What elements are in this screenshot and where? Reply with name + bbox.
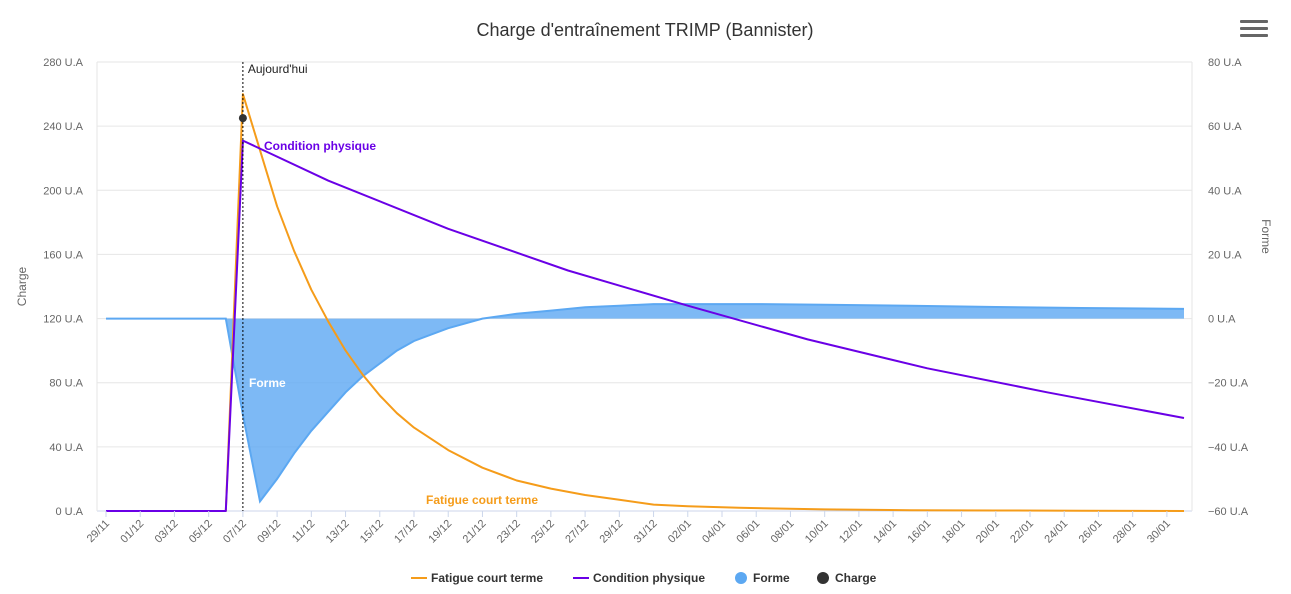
y-left-tick-label: 160 U.A [43, 249, 83, 261]
x-tick-label: 06/01 [734, 518, 762, 546]
x-tick-label: 11/12 [290, 518, 317, 545]
x-tick-label: 09/12 [255, 518, 283, 546]
menu-bar [1240, 20, 1268, 23]
forme-area-layer [106, 303, 1185, 504]
x-tick-label: 03/12 [153, 518, 181, 546]
x-tick-label: 12/01 [837, 518, 865, 546]
y-left-tick-label: 80 U.A [49, 378, 83, 390]
x-tick-label: 02/01 [666, 518, 694, 546]
axes: 0 U.A 40 U.A 80 U.A 120 U.A 160 U.A 200 U.A 24… [15, 57, 1273, 546]
y-right-tick-label: −60 U.A [1208, 506, 1249, 518]
y-right-tick-label: 40 U.A [1208, 185, 1242, 197]
x-tick-label: 27/12 [563, 518, 591, 546]
forme-line [106, 303, 1185, 504]
menu-bar [1240, 34, 1268, 37]
series-lines [106, 93, 1185, 512]
y-right-tick-label: 20 U.A [1208, 249, 1242, 261]
x-tick-label: 05/12 [187, 518, 215, 546]
y-left-tick-label: 200 U.A [43, 185, 83, 197]
x-tick-label: 16/01 [906, 518, 934, 546]
legend-circle-symbol [735, 572, 747, 584]
today-marker: Aujourd'hui [242, 62, 308, 511]
charge-point [238, 114, 247, 123]
x-tick-label: 15/12 [358, 518, 386, 546]
x-tick-label: 29/11 [85, 518, 112, 545]
x-tick-label: 26/01 [1077, 518, 1105, 546]
x-tick-label: 24/01 [1042, 518, 1070, 546]
y-left-axis-title: Charge [15, 266, 29, 306]
y-right-tick-label: 80 U.A [1208, 57, 1242, 69]
x-tick-label: 19/12 [426, 518, 454, 546]
legend-label: Fatigue court terme [431, 571, 543, 585]
y-left-tick-label: 120 U.A [43, 314, 83, 326]
annotations: Condition physique Forme Fatigue court ter… [249, 139, 538, 507]
x-tick-label: 30/01 [1145, 518, 1173, 546]
x-tick-label: 28/01 [1111, 518, 1139, 546]
x-tick-label: 22/01 [1008, 518, 1036, 546]
y-right-tick-label: 60 U.A [1208, 121, 1242, 133]
x-tick-label: 20/01 [974, 518, 1002, 546]
y-right-axis-title: Forme [1259, 219, 1273, 254]
fatigue-annotation: Fatigue court terme [426, 493, 538, 507]
chart-title: Charge d'entraînement TRIMP (Bannister) [477, 20, 814, 40]
legend-label: Condition physique [593, 571, 705, 585]
menu-bar [1240, 27, 1268, 30]
x-tick-label: 07/12 [221, 518, 249, 546]
x-tick-label: 13/12 [324, 518, 352, 546]
x-tick-label: 17/12 [392, 518, 420, 546]
x-tick-label: 10/01 [803, 518, 831, 546]
x-tick-label: 31/12 [632, 518, 660, 546]
today-label: Aujourd'hui [248, 62, 308, 76]
legend-circle-symbol [817, 572, 829, 584]
x-tick-label: 18/01 [940, 518, 968, 546]
x-tick-label: 23/12 [495, 518, 523, 546]
legend-item-condition-physique[interactable]: Condition physique [573, 571, 705, 585]
legend-item-charge[interactable]: Charge [817, 571, 877, 585]
legend: Fatigue court terme Condition physique For… [411, 571, 877, 585]
x-tick-label: 29/12 [598, 518, 626, 546]
x-tick-label: 08/01 [769, 518, 797, 546]
legend-item-forme[interactable]: Forme [735, 571, 790, 585]
x-tick-label: 04/01 [700, 518, 728, 546]
condition-line [106, 139, 1185, 512]
condition-annotation: Condition physique [264, 139, 376, 153]
fatigue-line [106, 93, 1185, 512]
x-tick-label: 25/12 [529, 518, 557, 546]
x-tick-label: 21/12 [461, 518, 489, 546]
legend-label: Charge [835, 571, 877, 585]
y-right-tick-label: −20 U.A [1208, 378, 1249, 390]
legend-item-fatigue-court-terme[interactable]: Fatigue court terme [411, 571, 543, 585]
y-left-tick-label: 240 U.A [43, 121, 83, 133]
x-tick-label: 01/12 [118, 518, 146, 546]
chart-menu-button[interactable] [1238, 16, 1270, 44]
charge-points [238, 114, 247, 123]
y-left-tick-label: 0 U.A [55, 506, 83, 518]
y-left-tick-label: 280 U.A [43, 57, 83, 69]
forme-annotation: Forme [249, 376, 286, 390]
legend-label: Forme [753, 571, 790, 585]
y-right-tick-label: 0 U.A [1208, 314, 1236, 326]
y-left-tick-label: 40 U.A [49, 442, 83, 454]
x-tick-label: 14/01 [871, 518, 899, 546]
y-right-tick-label: −40 U.A [1208, 442, 1249, 454]
forme-area [106, 304, 1184, 502]
